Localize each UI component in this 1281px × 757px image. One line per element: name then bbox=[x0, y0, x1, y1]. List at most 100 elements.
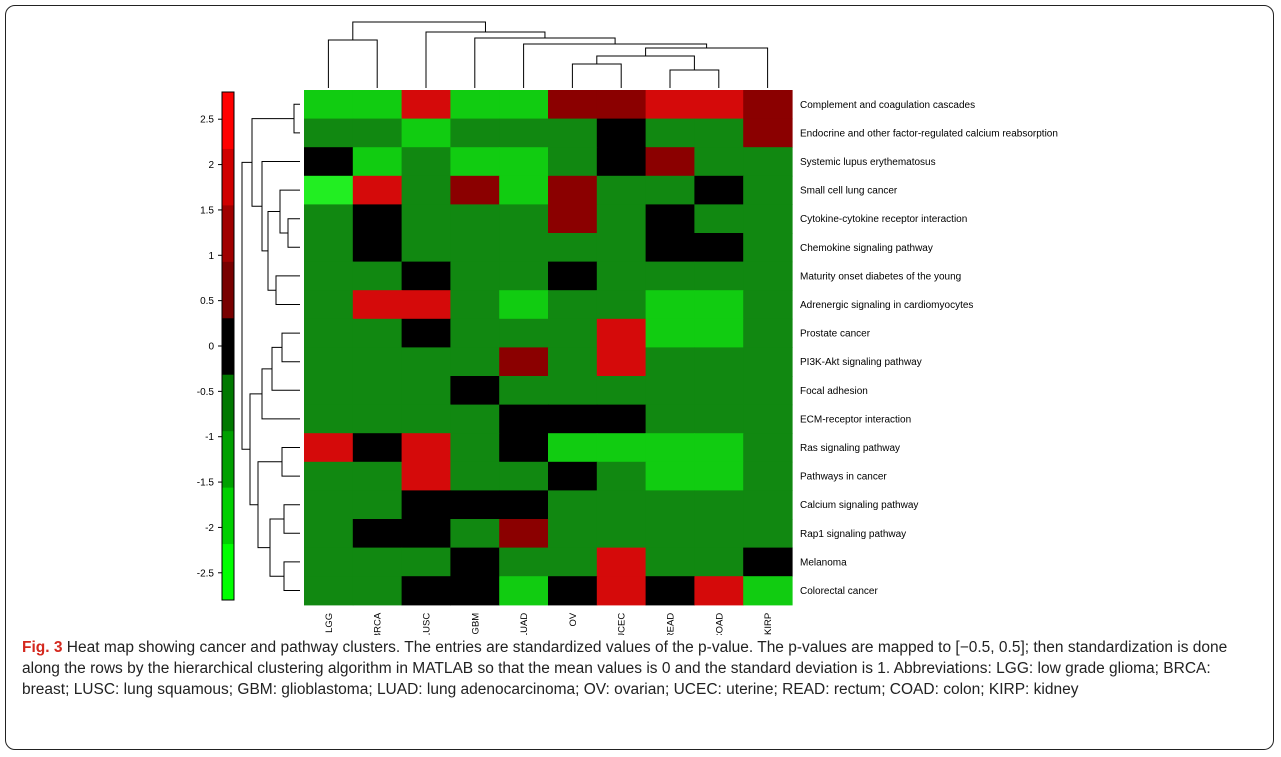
heat-cell bbox=[499, 490, 549, 520]
heat-cell bbox=[645, 404, 695, 434]
heat-cell bbox=[743, 204, 793, 234]
heat-cell bbox=[743, 147, 793, 177]
heat-cell bbox=[401, 461, 451, 491]
heat-cell bbox=[499, 376, 549, 406]
row-label: Colorectal cancer bbox=[800, 586, 878, 597]
heat-cell bbox=[450, 490, 500, 520]
heat-cell bbox=[304, 290, 354, 320]
heat-cell bbox=[304, 147, 354, 177]
heat-cell bbox=[401, 118, 451, 148]
colorbar-segment bbox=[222, 487, 234, 545]
row-branch bbox=[283, 561, 300, 591]
colorbar-tick-label: 2 bbox=[208, 160, 214, 171]
row-label: Systemic lupus erythematosus bbox=[800, 157, 936, 168]
row-label: Focal adhesion bbox=[800, 386, 868, 397]
heat-cell bbox=[548, 204, 598, 234]
heat-cell bbox=[596, 175, 647, 205]
heat-cell bbox=[596, 261, 647, 291]
heat-cell bbox=[304, 576, 354, 606]
heat-cell bbox=[304, 233, 354, 263]
colorbar-segment bbox=[222, 430, 234, 488]
row-branch bbox=[261, 368, 300, 420]
heat-cell bbox=[304, 175, 354, 205]
heat-cell bbox=[450, 261, 500, 291]
column-dendrogram bbox=[327, 21, 769, 88]
heat-cell bbox=[450, 404, 500, 434]
heat-cell bbox=[548, 376, 598, 406]
heat-cell bbox=[304, 519, 354, 549]
heat-cell bbox=[352, 290, 403, 320]
heat-cell bbox=[304, 261, 354, 291]
heat-cell bbox=[548, 404, 598, 434]
column-branch bbox=[645, 47, 769, 88]
heat-cell bbox=[548, 318, 598, 348]
heat-cell bbox=[352, 376, 403, 406]
column-label: GBM bbox=[470, 613, 481, 635]
heat-cell bbox=[645, 290, 695, 320]
heat-cell bbox=[548, 490, 598, 520]
heat-cell bbox=[645, 118, 695, 148]
heat-cell bbox=[304, 90, 354, 120]
heat-cell bbox=[694, 290, 744, 320]
heat-cell bbox=[694, 175, 744, 205]
column-branch bbox=[474, 37, 616, 88]
heat-cell bbox=[645, 376, 695, 406]
heat-cell bbox=[645, 175, 695, 205]
heat-cell bbox=[596, 318, 647, 348]
heat-cell bbox=[645, 261, 695, 291]
heat-cell bbox=[596, 90, 647, 120]
heat-cell bbox=[401, 204, 451, 234]
heat-cell bbox=[450, 461, 500, 491]
row-label: Melanoma bbox=[800, 557, 847, 568]
heat-cell bbox=[548, 175, 598, 205]
heat-cell bbox=[694, 118, 744, 148]
column-label: UCEC bbox=[617, 613, 628, 635]
column-branch bbox=[425, 31, 546, 88]
heat-cell bbox=[548, 118, 598, 148]
colorbar bbox=[221, 91, 235, 601]
row-label: Ras signaling pathway bbox=[800, 443, 900, 454]
row-branch bbox=[241, 161, 252, 450]
heat-cell bbox=[596, 376, 647, 406]
row-label: Chemokine signaling pathway bbox=[800, 243, 933, 254]
heat-cell bbox=[596, 461, 647, 491]
heat-cell bbox=[499, 519, 549, 549]
heat-cell bbox=[596, 147, 647, 177]
heat-cell bbox=[450, 347, 500, 377]
row-branch bbox=[287, 218, 300, 248]
heat-cell bbox=[352, 175, 403, 205]
row-labels: Complement and coagulation cascades Endoc… bbox=[800, 100, 1058, 597]
figure-frame bbox=[5, 5, 1274, 750]
row-branch bbox=[281, 332, 300, 363]
heat-cell bbox=[450, 318, 500, 348]
heat-cell bbox=[352, 461, 403, 491]
heat-cell bbox=[401, 147, 451, 177]
heat-cell bbox=[304, 404, 354, 434]
heat-cell bbox=[401, 318, 451, 348]
heat-cell bbox=[499, 576, 549, 606]
heat-cell bbox=[499, 90, 549, 120]
colorbar-segment bbox=[222, 317, 234, 375]
heat-cell bbox=[352, 576, 403, 606]
heat-cell bbox=[499, 175, 549, 205]
heat-cell bbox=[352, 318, 403, 348]
heat-cell bbox=[401, 90, 451, 120]
heat-cell bbox=[401, 576, 451, 606]
colorbar-segment bbox=[222, 374, 234, 432]
heat-cell bbox=[548, 576, 598, 606]
heat-cell bbox=[401, 261, 451, 291]
column-branch bbox=[352, 21, 486, 40]
heat-cell bbox=[596, 576, 647, 606]
row-branch bbox=[275, 275, 300, 305]
column-branch bbox=[571, 63, 622, 88]
heat-cell bbox=[304, 204, 354, 234]
row-label: Prostate cancer bbox=[800, 329, 871, 340]
heat-cell bbox=[401, 404, 451, 434]
colorbar-ticks: 2.5 2 1.5 1 0.5 0 -0.5 -1 -1.5 -2 -2.5 bbox=[197, 115, 222, 579]
heat-cell bbox=[352, 519, 403, 549]
heatmap-cells bbox=[304, 90, 793, 606]
heat-cell bbox=[450, 118, 500, 148]
row-label: PI3K-Akt signaling pathway bbox=[800, 357, 922, 368]
heat-cell bbox=[401, 433, 451, 463]
heat-cell bbox=[304, 547, 354, 577]
